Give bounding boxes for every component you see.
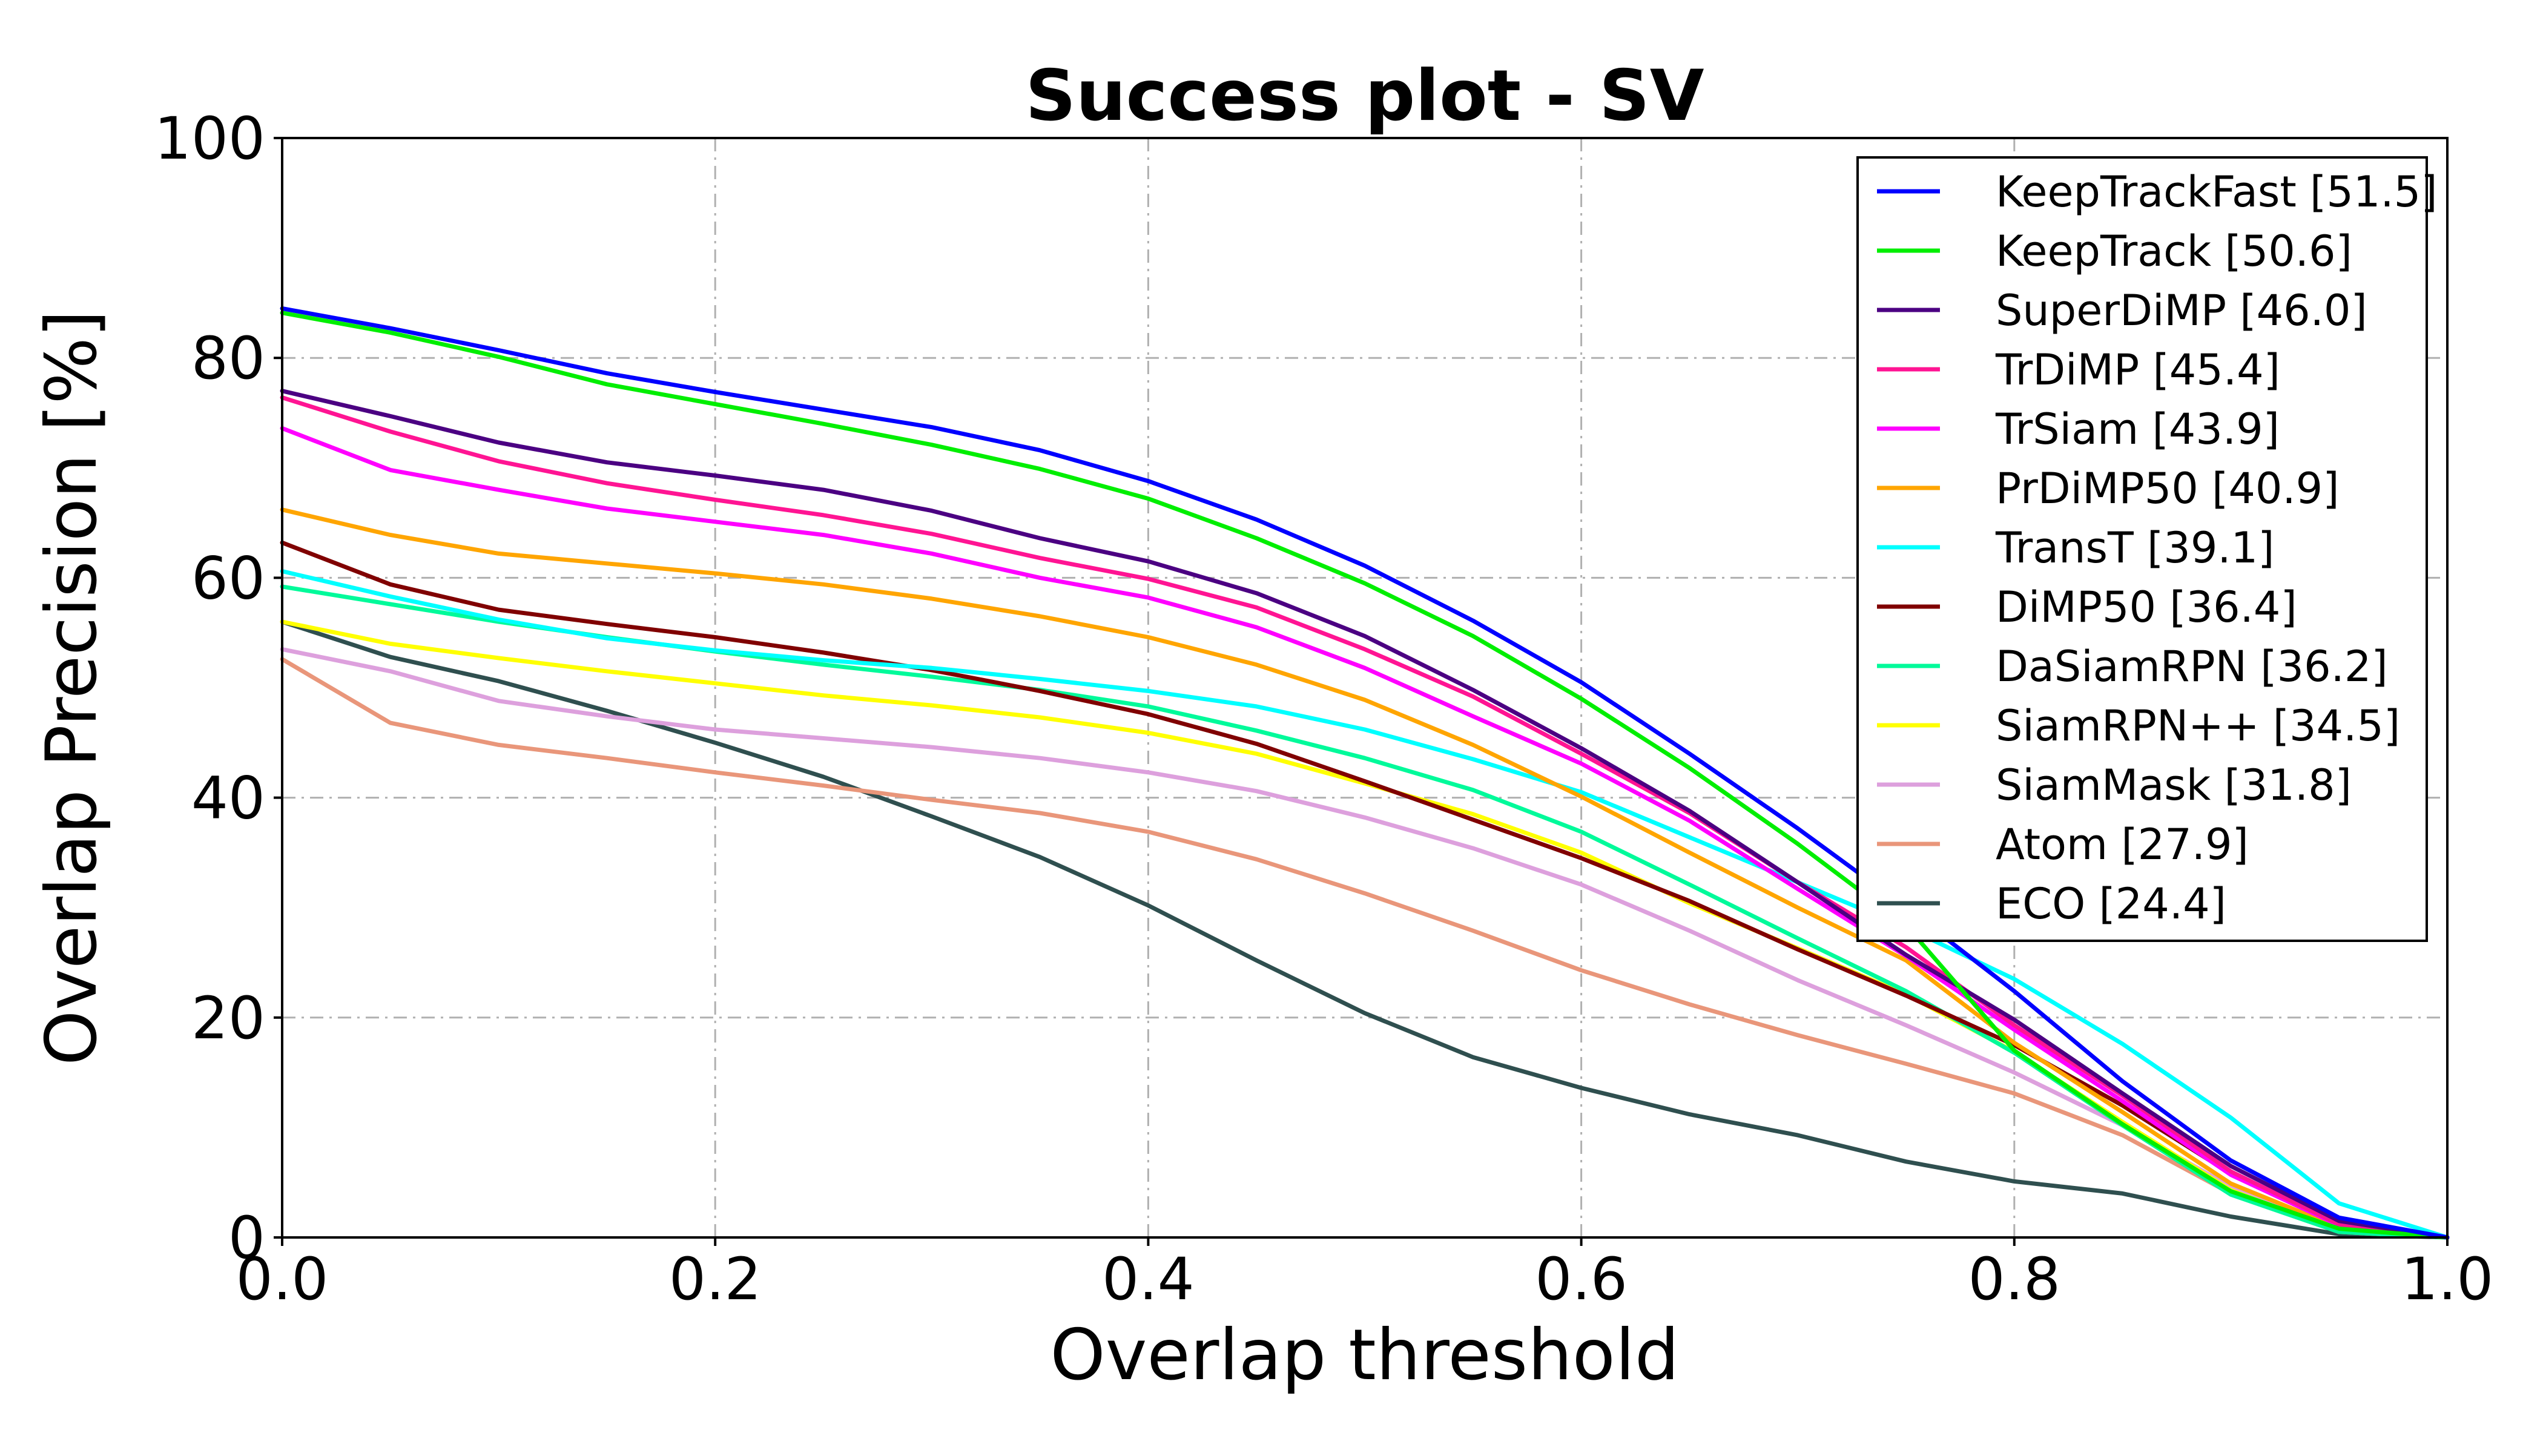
x-tick-label: 0.4: [1102, 1245, 1195, 1313]
series-line-trsiam: [280, 426, 2450, 1240]
legend-label-trsiam: TrSiam [43.9]: [1995, 404, 2280, 454]
series-line-atom: [280, 657, 2450, 1240]
legend-label-superdimp: SuperDiMP [46.0]: [1996, 286, 2367, 335]
x-tick-label: 0.0: [236, 1245, 329, 1313]
series-line-prdimp50: [280, 507, 2450, 1240]
y-tick-label: 0: [228, 1204, 265, 1272]
plot-frame: [281, 137, 2449, 1239]
legend-label-siamrpn: SiamRPN++ [34.5]: [1996, 701, 2400, 751]
legend-items: KeepTrackFast [51.5] KeepTrack [50.6] Supe…: [1877, 167, 2438, 929]
series-line-trdimp: [280, 395, 2450, 1240]
legend-label-keeptrackfast: KeepTrackFast [51.5]: [1996, 167, 2438, 217]
legend-label-keeptrack: KeepTrack [50.6]: [1996, 226, 2352, 276]
legend-label-eco: ECO [24.4]: [1996, 879, 2226, 929]
x-tick-label: 0.6: [1535, 1245, 1628, 1313]
y-tick-label: 80: [191, 324, 265, 392]
y-tick-label: 40: [191, 765, 265, 832]
legend-label-dasiamrpn: DaSiamRPN [36.2]: [1996, 642, 2388, 691]
series-layer: [280, 306, 2450, 1240]
series-line-superdimp: [280, 389, 2450, 1240]
ticks-layer: 0.0 0.2 0.4 0.6 0.8 1.0 0 20 40 60 80 100: [154, 105, 2494, 1313]
series-line-siammask: [280, 647, 2450, 1240]
series-line-keeptrackfast: [280, 306, 2450, 1240]
x-tick-label: 0.2: [669, 1245, 762, 1313]
series-line-transt: [280, 569, 2450, 1240]
legend-label-siammask: SiamMask [31.8]: [1996, 760, 2352, 810]
legend-label-trdimp: TrDiMP [45.4]: [1995, 345, 2280, 395]
legend-label-dimp50: DiMP50 [36.4]: [1996, 582, 2297, 632]
series-line-keeptrack: [280, 311, 2450, 1240]
y-tick-label: 100: [154, 105, 265, 173]
y-axis-label: Overlap Precision [%]: [31, 310, 113, 1066]
legend-label-prdimp50: PrDiMP50 [40.9]: [1996, 464, 2340, 513]
legend-label-transt: TransT [39.1]: [1995, 523, 2274, 573]
x-tick-label: 0.8: [1968, 1245, 2060, 1313]
y-tick-label: 20: [191, 984, 265, 1052]
x-tick-label: 1.0: [2401, 1245, 2494, 1313]
y-tick-label: 60: [191, 544, 265, 612]
legend: KeepTrackFast [51.5] KeepTrack [50.6] Supe…: [1856, 156, 2438, 942]
legend-box: [1856, 156, 2428, 942]
x-axis-label: Overlap threshold: [1050, 1314, 1679, 1396]
series-line-dimp50: [280, 540, 2450, 1240]
legend-label-atom: Atom [27.9]: [1996, 820, 2249, 869]
chart-title: Success plot - SV: [1026, 55, 1704, 137]
